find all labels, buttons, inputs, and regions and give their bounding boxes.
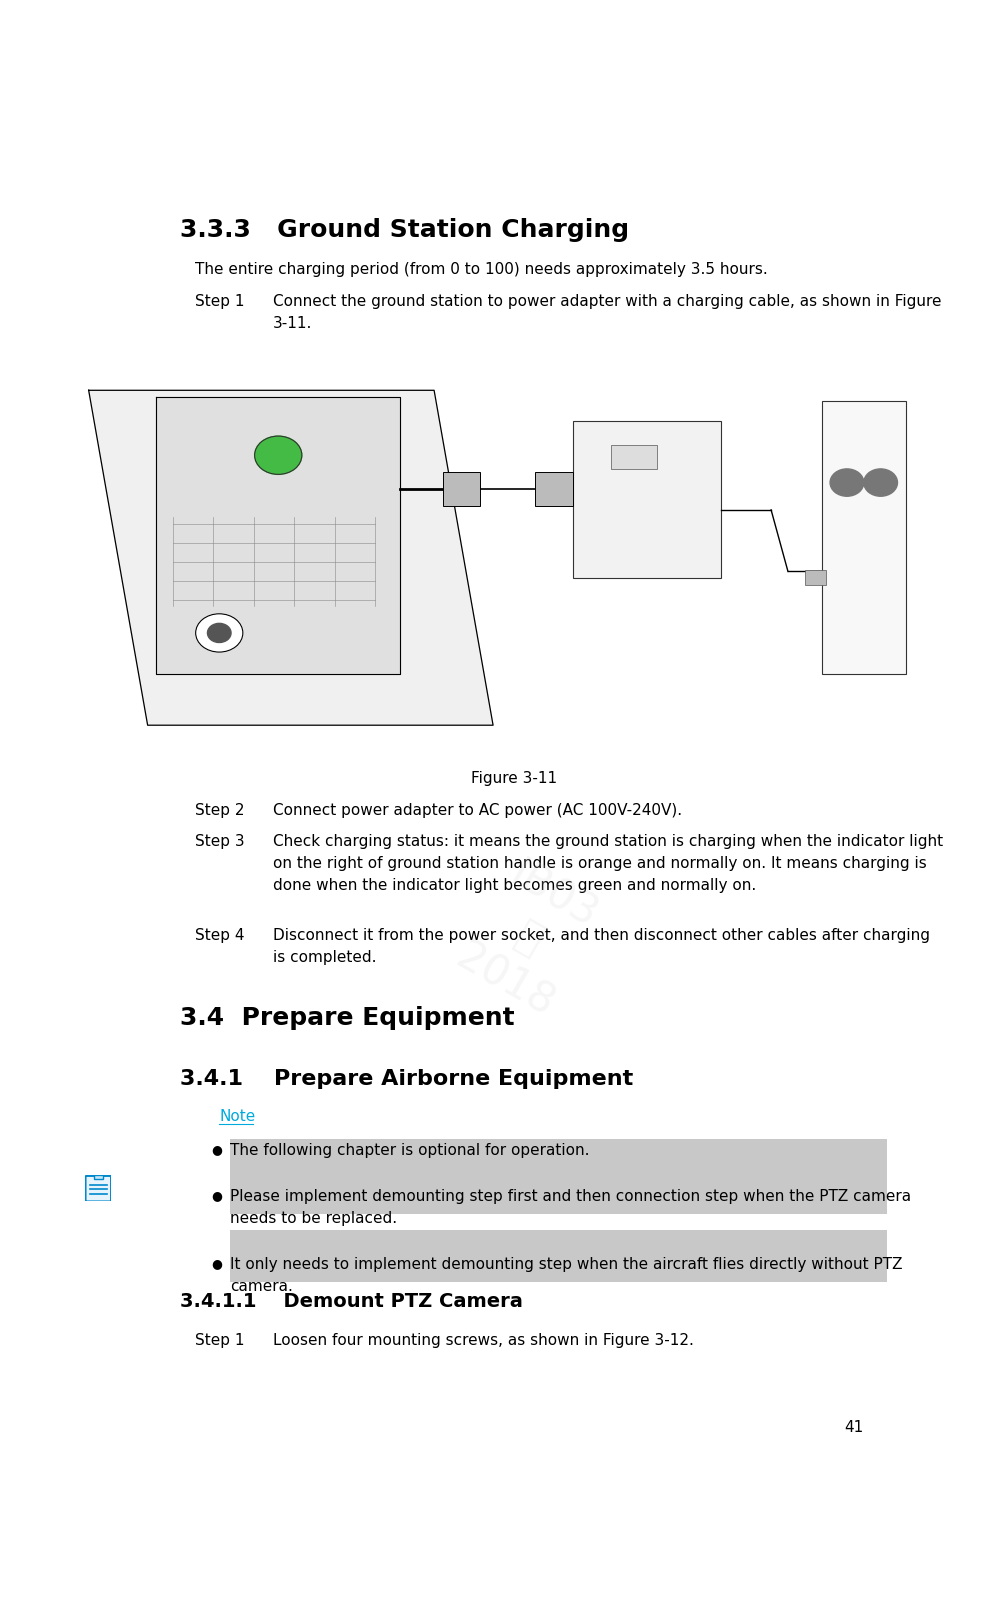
Polygon shape bbox=[535, 472, 572, 506]
Circle shape bbox=[863, 469, 897, 496]
Text: ●: ● bbox=[210, 1143, 221, 1156]
Text: The following chapter is optional for operation.: The following chapter is optional for op… bbox=[230, 1143, 589, 1157]
Text: Disconnect it from the power socket, and then disconnect other cables after char: Disconnect it from the power socket, and… bbox=[273, 929, 929, 966]
FancyBboxPatch shape bbox=[230, 1162, 887, 1214]
Text: 3.4  Prepare Equipment: 3.4 Prepare Equipment bbox=[179, 1006, 514, 1030]
Circle shape bbox=[195, 614, 242, 653]
FancyBboxPatch shape bbox=[85, 1175, 111, 1201]
Text: 3.4.1    Prepare Airborne Equipment: 3.4.1 Prepare Airborne Equipment bbox=[179, 1069, 632, 1088]
Text: Step 4: Step 4 bbox=[195, 929, 244, 943]
Bar bbox=[804, 571, 825, 585]
Polygon shape bbox=[821, 400, 905, 674]
Text: IB03
华
2018: IB03 华 2018 bbox=[449, 851, 609, 1025]
FancyBboxPatch shape bbox=[230, 1140, 887, 1167]
Text: Step 2: Step 2 bbox=[195, 803, 244, 817]
Text: ●: ● bbox=[210, 1190, 221, 1203]
Text: 3.3.3   Ground Station Charging: 3.3.3 Ground Station Charging bbox=[179, 218, 628, 242]
Polygon shape bbox=[442, 472, 480, 506]
Text: Loosen four mounting screws, as shown in Figure 3-12.: Loosen four mounting screws, as shown in… bbox=[273, 1333, 693, 1348]
Text: The entire charging period (from 0 to 100) needs approximately 3.5 hours.: The entire charging period (from 0 to 10… bbox=[195, 261, 768, 277]
Text: Please implement demounting step first and then connection step when the PTZ cam: Please implement demounting step first a… bbox=[230, 1190, 911, 1227]
Bar bbox=[610, 445, 656, 469]
Text: ●: ● bbox=[210, 1257, 221, 1270]
Text: Figure 3-11: Figure 3-11 bbox=[471, 771, 556, 785]
Text: 41: 41 bbox=[844, 1420, 863, 1435]
Text: Connect power adapter to AC power (AC 100V-240V).: Connect power adapter to AC power (AC 10… bbox=[273, 803, 681, 817]
Text: Step 3: Step 3 bbox=[195, 833, 244, 850]
Polygon shape bbox=[156, 397, 400, 674]
Text: Note: Note bbox=[219, 1109, 256, 1125]
Text: It only needs to implement demounting step when the aircraft flies directly with: It only needs to implement demounting st… bbox=[230, 1257, 902, 1294]
Circle shape bbox=[207, 624, 230, 643]
Circle shape bbox=[830, 469, 863, 496]
Text: Check charging status: it means the ground station is charging when the indicato: Check charging status: it means the grou… bbox=[273, 833, 942, 893]
Bar bbox=[93, 1175, 103, 1178]
Text: Step 1: Step 1 bbox=[195, 1333, 244, 1348]
Polygon shape bbox=[572, 421, 719, 579]
Text: Connect the ground station to power adapter with a charging cable, as shown in F: Connect the ground station to power adap… bbox=[273, 293, 941, 330]
Text: Step 1: Step 1 bbox=[195, 293, 244, 310]
Circle shape bbox=[255, 437, 302, 474]
FancyBboxPatch shape bbox=[230, 1230, 887, 1282]
Polygon shape bbox=[88, 390, 493, 725]
Text: 3.4.1.1    Demount PTZ Camera: 3.4.1.1 Demount PTZ Camera bbox=[179, 1291, 522, 1311]
